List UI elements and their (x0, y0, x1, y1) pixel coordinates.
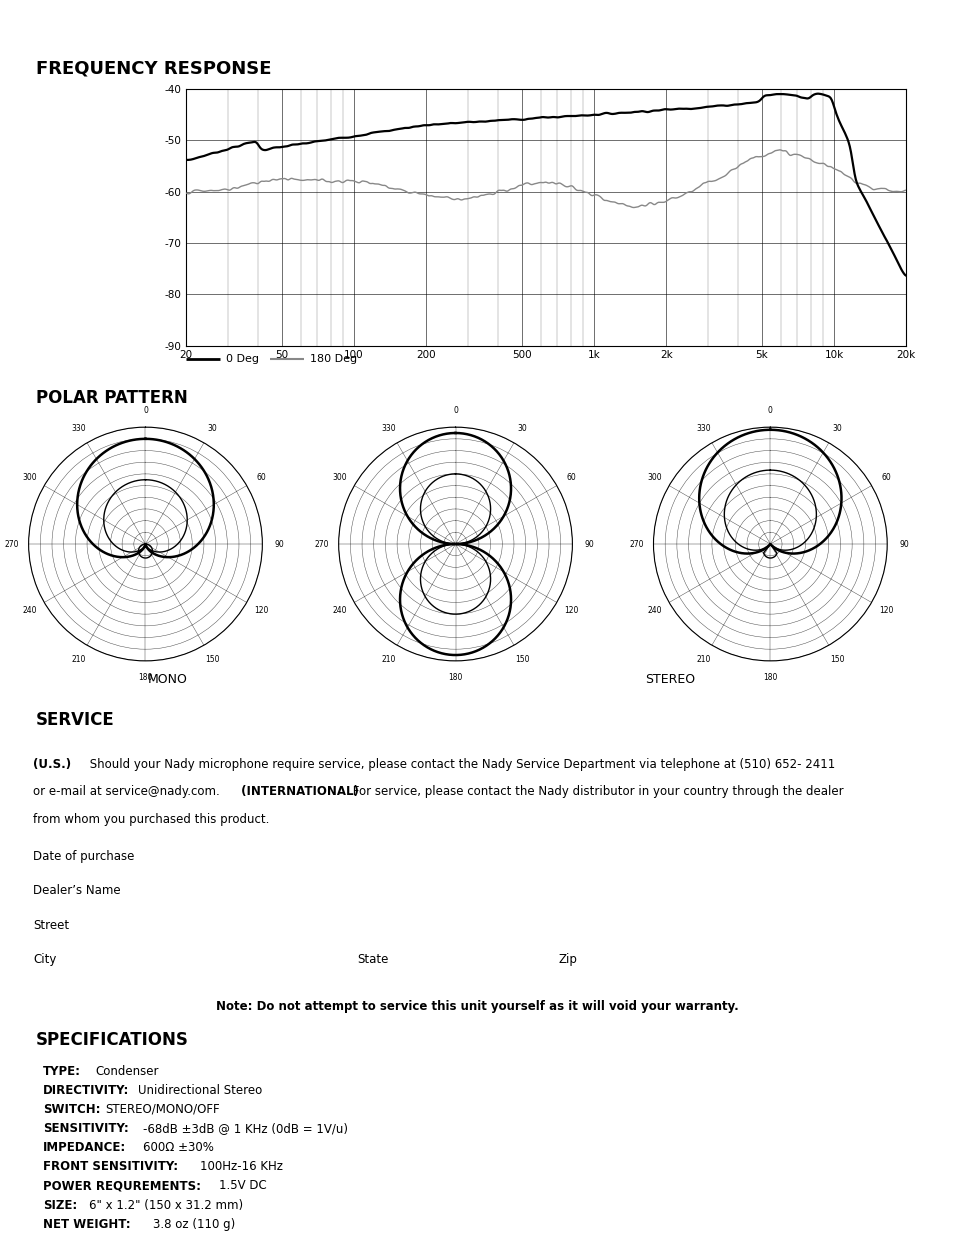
Text: TYPE:: TYPE: (43, 1065, 81, 1078)
Text: Note: Do not attempt to service this unit yourself as it will void your warranty: Note: Do not attempt to service this uni… (215, 1000, 738, 1014)
Text: MONO: MONO (148, 673, 188, 685)
Text: Street: Street (33, 919, 70, 932)
Text: 600Ω ±30%: 600Ω ±30% (143, 1141, 213, 1155)
Text: POLAR PATTERN: POLAR PATTERN (36, 389, 188, 406)
Text: NET WEIGHT:: NET WEIGHT: (43, 1218, 131, 1231)
Text: SWITCH:: SWITCH: (43, 1103, 100, 1116)
Text: Condenser: Condenser (95, 1065, 159, 1078)
Text: Date of purchase: Date of purchase (33, 850, 134, 863)
Text: Zip: Zip (558, 953, 577, 967)
Text: 1.5V DC: 1.5V DC (219, 1179, 267, 1193)
Text: -68dB ±3dB @ 1 KHz (0dB = 1V/u): -68dB ±3dB @ 1 KHz (0dB = 1V/u) (143, 1121, 348, 1135)
Text: State: State (357, 953, 389, 967)
Text: SENSITIVITY:: SENSITIVITY: (43, 1121, 129, 1135)
Text: IMPEDANCE:: IMPEDANCE: (43, 1141, 126, 1155)
Text: DIRECTIVITY:: DIRECTIVITY: (43, 1084, 130, 1097)
Text: (U.S.): (U.S.) (33, 758, 71, 772)
Text: (INTERNATIONAL): (INTERNATIONAL) (236, 785, 358, 799)
Text: STEREO/MONO/OFF: STEREO/MONO/OFF (105, 1103, 219, 1116)
Text: FRONT SENSITIVITY:: FRONT SENSITIVITY: (43, 1161, 178, 1173)
Text: 100Hz-16 KHz: 100Hz-16 KHz (200, 1161, 283, 1173)
Text: 3.8 oz (110 g): 3.8 oz (110 g) (152, 1218, 234, 1231)
Text: SIZE:: SIZE: (43, 1198, 77, 1212)
Text: Unidirectional Stereo: Unidirectional Stereo (138, 1084, 262, 1097)
Text: 180 Deg: 180 Deg (310, 354, 356, 364)
Text: Should your Nady microphone require service, please contact the Nady Service Dep: Should your Nady microphone require serv… (86, 758, 834, 772)
Text: SPECIFICATIONS: SPECIFICATIONS (36, 1031, 189, 1049)
Text: 6" x 1.2" (150 x 31.2 mm): 6" x 1.2" (150 x 31.2 mm) (89, 1198, 243, 1212)
Text: SERVICE: SERVICE (36, 711, 114, 729)
Text: from whom you purchased this product.: from whom you purchased this product. (33, 813, 270, 826)
Text: FREQUENCY RESPONSE: FREQUENCY RESPONSE (36, 59, 271, 77)
Text: POWER REQUREMENTS:: POWER REQUREMENTS: (43, 1179, 201, 1193)
Text: Dealer’s Name: Dealer’s Name (33, 884, 121, 898)
Text: For service, please contact the Nady distributor in your country through the dea: For service, please contact the Nady dis… (349, 785, 842, 799)
Text: 0 Deg: 0 Deg (226, 354, 259, 364)
Text: STEREO: STEREO (644, 673, 694, 685)
Text: or e-mail at service@nady.com.: or e-mail at service@nady.com. (33, 785, 220, 799)
Text: City: City (33, 953, 57, 967)
